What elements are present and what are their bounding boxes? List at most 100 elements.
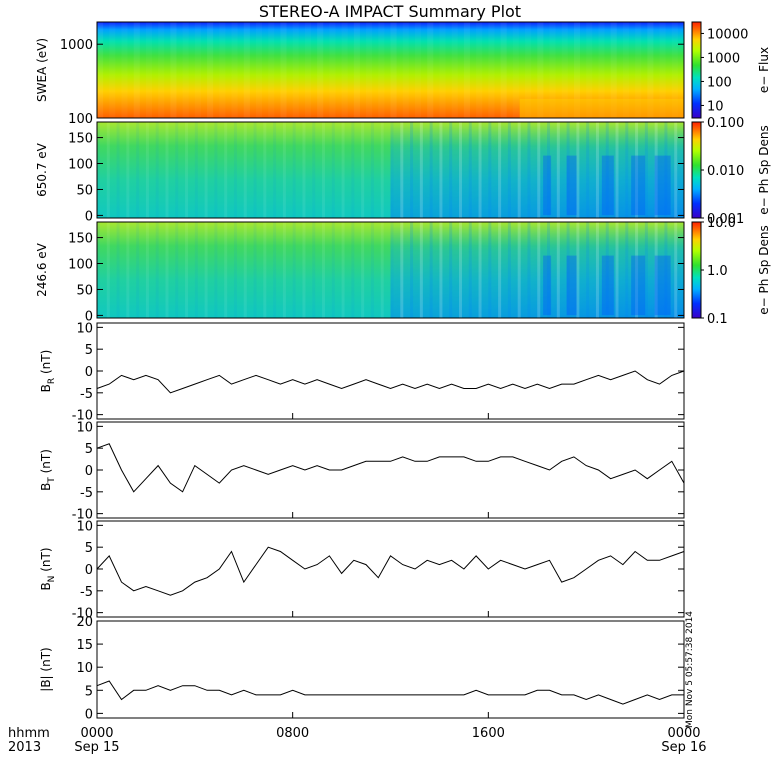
spectrogram-stripe [468, 122, 472, 218]
spectrogram-pad246: 0 50 100 150 246.6 eV 0.1 1.0 10.0 e− Ph Sp Dens [35, 216, 771, 327]
spectrogram-streak [654, 255, 671, 316]
spectrogram-stripe [427, 22, 434, 118]
spectrogram-stripe [439, 22, 445, 118]
y-tick-label: 0 [85, 464, 93, 479]
spectrogram-stripe [452, 22, 458, 118]
y-tick-label: 0 [85, 209, 93, 224]
spectrogram-stripe [419, 122, 423, 218]
spectrogram-stripe [615, 122, 619, 218]
spectrogram-stripe [625, 122, 629, 218]
spectrogram-stripe [292, 122, 296, 218]
spectrogram-stripe [351, 222, 355, 318]
spectrogram-stripe [419, 222, 423, 318]
spectrogram-stripe [537, 22, 544, 118]
colorbar-tick-label: 10000 [707, 27, 748, 42]
spectrogram-stripe [312, 222, 316, 318]
spectrogram-stripe [106, 122, 110, 218]
y-axis-label: BT (nT) [39, 449, 57, 491]
spectrogram-stripe [605, 222, 609, 318]
spectrogram-stripe [97, 22, 104, 118]
spectrogram-stripe [158, 22, 164, 118]
panel-frame [96, 121, 685, 219]
spectrogram-stripe [595, 222, 599, 318]
spectrogram-stripe [547, 122, 551, 218]
spectrogram-stripe [410, 122, 414, 218]
spectrogram-stripe [219, 22, 225, 118]
panel-frame [96, 620, 685, 719]
spectrogram-stripe [305, 22, 311, 118]
spectrogram-stripe [133, 22, 140, 118]
spectrogram-stripe [378, 22, 384, 118]
spectrogram-stripe [527, 122, 531, 218]
spectrogram-stripe [635, 122, 639, 218]
y-tick-label: -5 [80, 585, 93, 600]
spectrogram-stripe [170, 22, 177, 118]
panel-frame [96, 421, 685, 519]
spectrogram-stripe [331, 222, 335, 318]
spectrogram-dim-region [390, 122, 684, 218]
colorbar-tick-label: 1000 [707, 51, 740, 66]
colorbar-tick-label: 0.010 [707, 164, 744, 179]
spectrogram-stripe [517, 222, 521, 318]
spectrogram-stripe [183, 22, 189, 118]
spectrogram-stripe [185, 122, 189, 218]
spectrogram-stripe [498, 122, 502, 218]
spectrogram-stripe [175, 222, 179, 318]
series-line-BT [96, 443, 685, 493]
spectrogram-stripe [145, 222, 149, 318]
spectrogram-stripe [361, 122, 365, 218]
spectrogram-stripe [478, 222, 482, 318]
spectrogram-stripe [644, 222, 648, 318]
spectrogram-stripe [610, 22, 617, 118]
spectrogram-stripe [126, 122, 130, 218]
spectrogram-stripe [586, 222, 590, 318]
y-tick-label: 10 [76, 420, 93, 435]
spectrogram-stripe [268, 22, 274, 118]
y-tick-label: 5 [85, 442, 93, 457]
spectrogram-stripe [317, 22, 324, 118]
spectrogram-stripe [329, 22, 335, 118]
line-panel-BR: -10 -5 0 5 10 BR (nT) [39, 321, 685, 424]
y-tick-label: 100 [68, 158, 93, 173]
spectrogram-stripe [625, 222, 629, 318]
line-panel-BT: -10 -5 0 5 10 BT (nT) [39, 420, 685, 523]
y-tick-label: 150 [68, 132, 93, 147]
spectrogram-stripe [185, 222, 189, 318]
spectrogram-stripe [361, 222, 365, 318]
spectrogram-stripe [488, 22, 494, 118]
spectrogram-stripe [302, 122, 306, 218]
y-tick-label: 5 [85, 343, 93, 358]
spectrogram-stripe [207, 22, 214, 118]
spectrogram-streak [601, 255, 614, 316]
spectrogram-stripe [204, 222, 208, 318]
spectrogram-streak [543, 255, 552, 316]
y-axis-label: 246.6 eV [35, 242, 49, 297]
spectrogram-stripe [121, 22, 127, 118]
spectrogram-stripe [224, 222, 228, 318]
panel-frame [96, 21, 685, 119]
colorbar-tick-label: 0.1 [707, 312, 728, 327]
y-tick-label: 5 [85, 684, 93, 699]
spectrogram-stripe [243, 122, 247, 218]
spectrogram-stripe [468, 222, 472, 318]
spectrogram-stripe [573, 22, 581, 118]
spectrogram-dim-region [390, 222, 684, 318]
spectrogram-stripe [647, 22, 654, 118]
y-tick-label: -10 [72, 607, 93, 622]
spectrogram-stripe [586, 122, 590, 218]
spectrogram-stripe [400, 222, 404, 318]
spectrogram-stripe [488, 222, 492, 318]
spectrogram-stripe [664, 122, 668, 218]
spectrogram-stripe [214, 222, 218, 318]
spectrogram-stripe [615, 222, 619, 318]
y-tick-label: -5 [80, 486, 93, 501]
colorbar [691, 221, 702, 319]
spectrogram-stripe [429, 222, 433, 318]
spectrogram-stripe [331, 122, 335, 218]
line-panel-BN: -10 -5 0 5 10 BN (nT) [39, 519, 685, 622]
x-axis-label-line2: 2013 [8, 740, 41, 755]
spectrogram-stripe [498, 222, 502, 318]
spectrogram-stripe [253, 122, 257, 218]
